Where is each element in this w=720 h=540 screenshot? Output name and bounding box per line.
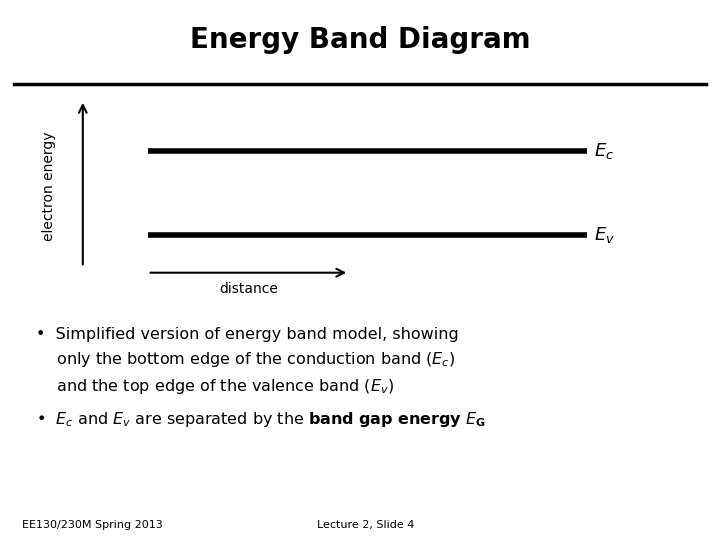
Text: Lecture 2, Slide 4: Lecture 2, Slide 4 <box>317 520 414 530</box>
Text: •  $\mathit{E}_c$ and $\mathit{E}_v$ are separated by the $\mathbf{band\ gap\ en: • $\mathit{E}_c$ and $\mathit{E}_v$ are … <box>36 410 486 429</box>
Text: Energy Band Diagram: Energy Band Diagram <box>189 26 531 55</box>
Text: EE130/230M Spring 2013: EE130/230M Spring 2013 <box>22 520 162 530</box>
Text: $E_v$: $E_v$ <box>594 225 615 245</box>
Text: distance: distance <box>219 282 278 296</box>
Text: electron energy: electron energy <box>42 132 56 241</box>
Text: •  Simplified version of energy band model, showing
    only the bottom edge of : • Simplified version of energy band mode… <box>36 327 459 396</box>
Text: $E_c$: $E_c$ <box>594 141 614 161</box>
